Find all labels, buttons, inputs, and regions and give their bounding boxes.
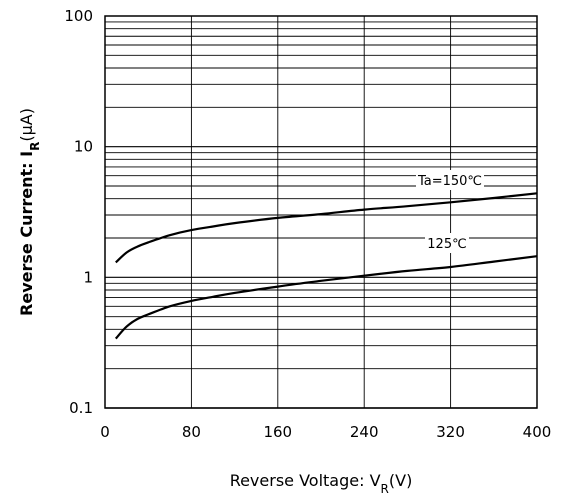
x-axis-label-sub: R [381, 482, 389, 495]
series-label: Ta=150℃ [417, 174, 482, 189]
x-tick-label: 240 [350, 423, 379, 441]
series-label: 125℃ [427, 237, 466, 252]
x-tick-label: 400 [523, 423, 552, 441]
x-tick-label: 160 [263, 423, 292, 441]
tick-labels: 0 80 160 240 320 400 0.1 1 10 100 [64, 7, 551, 441]
series-line-1 [114, 255, 538, 340]
x-axis-label-unit: (V) [389, 471, 412, 490]
grid [104, 16, 538, 409]
y-tick-label: 100 [64, 7, 93, 25]
y-tick-label: 0.1 [69, 399, 93, 417]
series-line-0 [115, 192, 538, 264]
series-label-bg [416, 170, 484, 190]
x-tick-label: 320 [436, 423, 465, 441]
y-axis-label-text: Reverse Current: I [17, 151, 36, 316]
x-tick-label: 80 [182, 423, 201, 441]
y-axis-label-unit: (μA) [17, 108, 36, 142]
series-lines [114, 192, 538, 340]
y-axis-label: Reverse Current: IR(μA) [17, 108, 42, 316]
y-tick-label: 10 [74, 138, 93, 156]
y-axis-label-sub: R [28, 142, 42, 151]
plot-frame [104, 15, 538, 409]
series-labels: Ta=150℃ 125℃ [416, 170, 484, 253]
x-axis-label-text: Reverse Voltage: V [230, 471, 381, 490]
x-tick-label: 0 [100, 423, 110, 441]
series-label-bg [425, 233, 469, 253]
y-tick-label: 1 [83, 268, 93, 286]
x-axis-label: Reverse Voltage: VR(V) [230, 471, 413, 495]
